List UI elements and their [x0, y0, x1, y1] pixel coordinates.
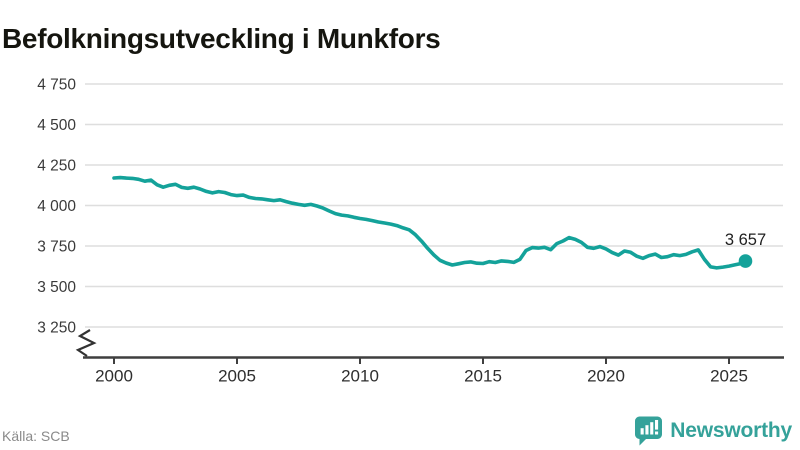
- population-line: [112, 175, 748, 270]
- y-axis-tick-label: 4 250: [37, 158, 76, 175]
- y-axis-tick-label: 4 500: [37, 117, 76, 134]
- population-line-chart: 4 750 4 500 4 250 4 000 3 750 3 500 3 250 2000 2…: [37, 77, 784, 386]
- source-label: Källa: SCB: [2, 428, 70, 444]
- y-axis-tick-label: 4 000: [37, 198, 76, 215]
- newsworthy-wordmark: Newsworthy: [670, 419, 792, 442]
- y-axis-tick-label: 3 250: [37, 320, 76, 337]
- x-axis-tick-label: 2015: [464, 367, 502, 386]
- end-point-marker: [738, 254, 753, 268]
- axis-break-icon: [75, 329, 97, 357]
- x-axis-tick-label: 2000: [95, 367, 133, 386]
- newsworthy-brand: Newsworthy: [634, 416, 792, 446]
- y-axis-tick-label: 3 750: [37, 239, 76, 256]
- newsworthy-logo-icon: [635, 416, 663, 446]
- x-axis-tick-label: 2025: [710, 367, 748, 386]
- x-axis-tick-label: 2005: [218, 367, 256, 386]
- y-axis-tick-label: 4 750: [37, 77, 76, 94]
- page-title: Befolkningsutveckling i Munkfors: [2, 22, 441, 54]
- x-axis-tick-label: 2010: [341, 367, 379, 386]
- y-axis-tick-label: 3 500: [37, 279, 76, 296]
- end-value-label: 3 657: [725, 231, 766, 249]
- x-axis-tick-label: 2020: [587, 367, 625, 386]
